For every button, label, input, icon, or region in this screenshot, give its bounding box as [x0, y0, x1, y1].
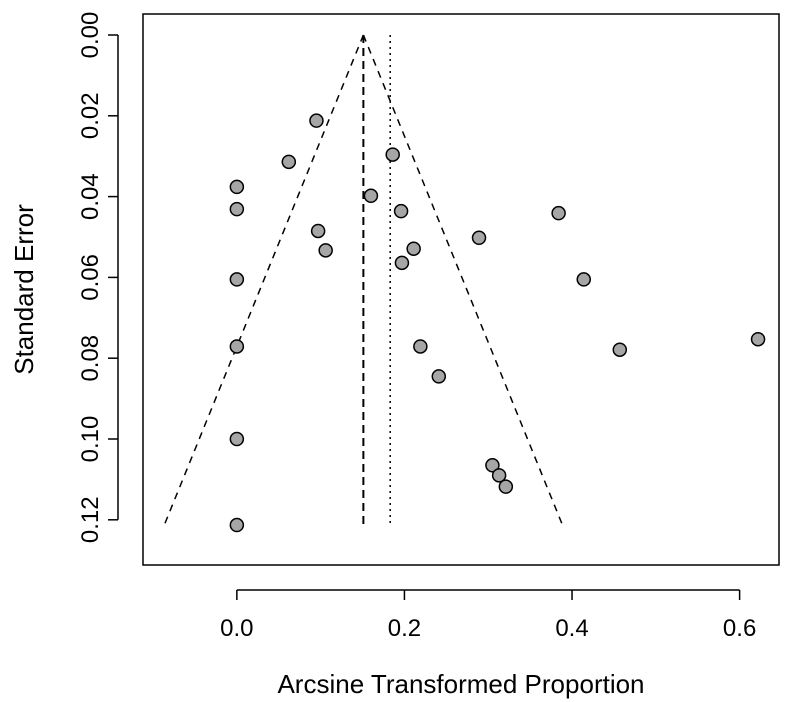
y-tick-label: 0.06 — [77, 254, 104, 301]
y-tick-label: 0.08 — [77, 335, 104, 382]
data-point — [229, 179, 245, 195]
funnel-left-line — [163, 34, 365, 527]
data-point — [471, 230, 487, 246]
data-point — [491, 468, 507, 483]
x-tick-label: 0.4 — [555, 615, 588, 642]
data-point — [498, 479, 514, 494]
funnel-right-line — [362, 34, 564, 527]
data-point — [485, 458, 500, 473]
data-point — [385, 147, 400, 162]
funnel-layer — [163, 34, 564, 527]
x-tick-label: 0.6 — [723, 615, 756, 642]
data-point — [363, 188, 379, 204]
y-axis-title: Standard Error — [9, 204, 39, 375]
data-point — [229, 517, 245, 533]
data-point — [229, 201, 245, 217]
x-axis-title: Arcsine Transformed Proportion — [277, 669, 644, 699]
y-tick-label: 0.00 — [77, 12, 104, 59]
data-point — [229, 431, 245, 447]
data-point — [431, 369, 447, 384]
data-point — [309, 113, 324, 128]
y-tick-label: 0.02 — [77, 92, 104, 139]
x-tick-label: 0.2 — [388, 615, 421, 642]
x-tick-label: 0.0 — [220, 615, 253, 642]
data-point — [318, 243, 333, 258]
data-point — [406, 241, 421, 256]
x-axis: 0.0 0.2 0.4 0.6 — [220, 589, 756, 642]
y-axis: 0.00 0.02 0.04 0.06 0.08 0.10 0.12 — [77, 12, 119, 543]
data-point — [394, 255, 410, 271]
data-point — [281, 154, 297, 170]
data-point — [310, 223, 326, 239]
y-tick-label: 0.10 — [77, 416, 104, 463]
data-point — [229, 272, 245, 287]
data-point — [413, 339, 428, 354]
data-point — [576, 272, 592, 287]
data-point — [551, 205, 566, 221]
y-tick-label: 0.04 — [77, 173, 104, 220]
data-point — [393, 203, 409, 219]
y-tick-label: 0.12 — [77, 496, 104, 543]
data-point — [750, 331, 766, 347]
points-layer — [229, 113, 766, 533]
data-point — [612, 342, 628, 357]
data-point — [229, 339, 245, 354]
plot-frame — [142, 13, 780, 566]
